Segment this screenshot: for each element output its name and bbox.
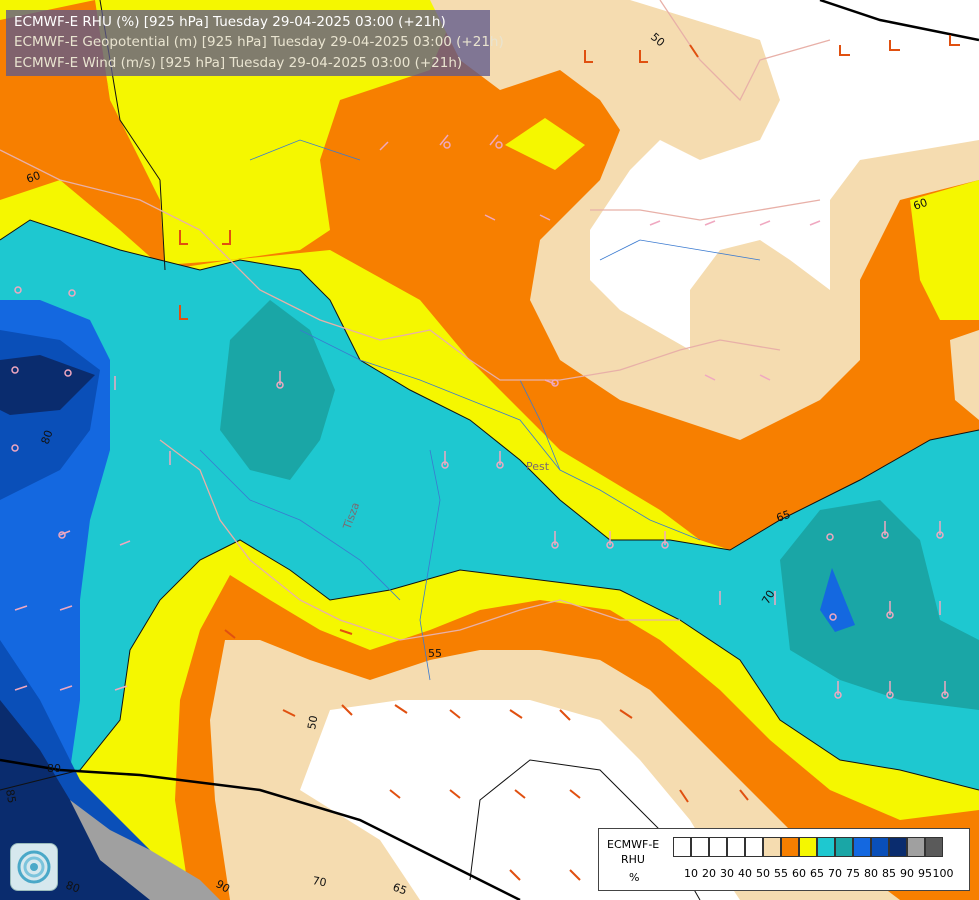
contour-label: 70 [759, 588, 777, 607]
contour-label: 85 [3, 788, 18, 804]
legend-swatch [853, 837, 871, 857]
contour-label: 80 [47, 762, 61, 775]
legend-swatch [925, 837, 943, 857]
legend-tick: 40 [738, 867, 752, 880]
legend-variable: RHU [621, 853, 645, 866]
legend-swatch [817, 837, 835, 857]
rhu-65-east [910, 180, 979, 320]
contour-label: 80 [39, 428, 56, 446]
contour-label: 90 [214, 877, 233, 895]
contour-label: 65 [391, 881, 409, 898]
legend-tick: 20 [702, 867, 716, 880]
legend-swatch [727, 837, 745, 857]
contour-label: 55 [428, 647, 442, 660]
rhu-75-east [780, 500, 979, 710]
legend-swatch [871, 837, 889, 857]
legend-tick: 30 [720, 867, 734, 880]
legend-swatch [799, 837, 817, 857]
legend-swatch [673, 837, 691, 857]
title-box: ECMWF-E RHU (%) [925 hPa] Tuesday 29-04-… [6, 10, 504, 76]
color-legend: ECMWF-E RHU % 10 20 30 40 50 55 60 65 70 75 80 85 90… [598, 828, 970, 891]
legend-tick: 85 [882, 867, 896, 880]
legend-ticks: 10 20 30 40 50 55 60 65 70 75 80 85 90 95 100 [673, 867, 973, 881]
contour-label: 65 [775, 508, 793, 525]
legend-unit: % [629, 871, 640, 884]
rhu-95-sw [70, 800, 220, 900]
legend-tick: 70 [828, 867, 842, 880]
title-geopotential: ECMWF-E Geopotential (m) [925 hPa] Tuesd… [14, 34, 504, 50]
legend-tick: 10 [684, 867, 698, 880]
legend-swatch [835, 837, 853, 857]
contour-label: 50 [305, 714, 320, 730]
rhu-50-ne [590, 0, 979, 350]
legend-model: ECMWF-E [607, 838, 660, 851]
legend-swatch [709, 837, 727, 857]
contour-label: 70 [311, 874, 327, 889]
legend-swatch [745, 837, 763, 857]
contour-label: 60 [912, 196, 930, 213]
rhu-55-east [950, 330, 979, 420]
contour-label: 60 [25, 169, 43, 186]
legend-tick: 90 [900, 867, 914, 880]
title-wind: ECMWF-E Wind (m/s) [925 hPa] Tuesday 29-… [14, 55, 463, 71]
legend-swatch [763, 837, 781, 857]
contour-label: 80 [64, 879, 82, 896]
rhu-65-pocket [505, 118, 585, 170]
legend-swatch [889, 837, 907, 857]
title-rhu: ECMWF-E RHU (%) [925 hPa] Tuesday 29-04-… [14, 14, 446, 30]
legend-tick: 75 [846, 867, 860, 880]
legend-tick: 50 [756, 867, 770, 880]
legend-tick: 60 [792, 867, 806, 880]
rhu-80-east [820, 568, 855, 632]
legend-swatches [673, 837, 943, 857]
legend-tick: 95 [918, 867, 932, 880]
legend-tick: 65 [810, 867, 824, 880]
rivers [199, 139, 761, 681]
legend-tick: 80 [864, 867, 878, 880]
legend-swatch [691, 837, 709, 857]
legend-tick: 100 [932, 867, 954, 880]
ecmwf-spiral-icon [10, 843, 58, 891]
rhu-75-central [220, 300, 335, 480]
place-label-pest: Pest [526, 460, 550, 473]
legend-swatch [907, 837, 925, 857]
rhu-90-west [0, 355, 95, 415]
calm-wind-circles [11, 141, 949, 699]
legend-tick: 55 [774, 867, 788, 880]
borders [0, 0, 831, 641]
legend-swatch [781, 837, 799, 857]
